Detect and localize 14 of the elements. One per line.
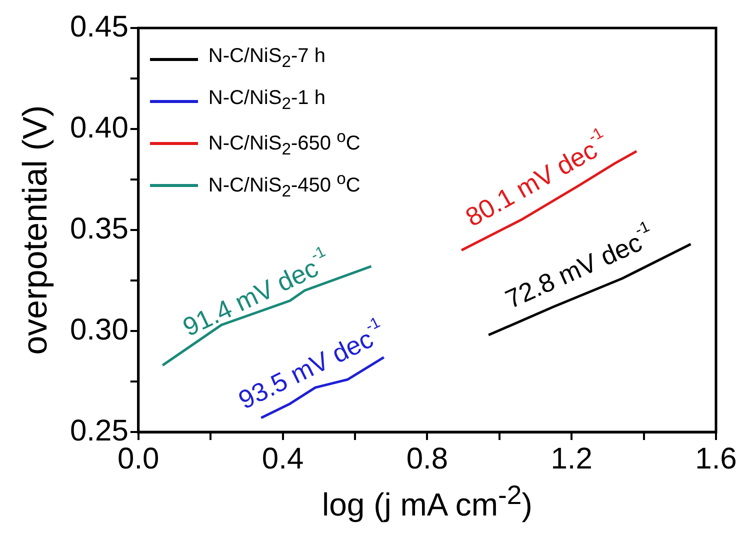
y-tick-label: 0.45 bbox=[70, 10, 128, 44]
legend-label: N-C/NiS$_{2}$-7 h bbox=[208, 44, 326, 73]
legend-label: N-C/NiS$_{2}$-1 h bbox=[208, 86, 326, 115]
x-axis-title: log (j mA cm$^{-2}$) bbox=[322, 479, 532, 524]
x-tick-label: 1.6 bbox=[695, 442, 737, 476]
y-tick-label: 0.30 bbox=[70, 313, 128, 346]
legend-label: N-C/NiS$_{2}$-650 $^{o}$C bbox=[208, 126, 360, 160]
y-tick-label: 0.35 bbox=[70, 212, 128, 246]
x-tick-label: 0.4 bbox=[262, 442, 304, 476]
y-axis-title: overpotential (V) bbox=[16, 105, 56, 355]
legend-label: N-C/NiS$_{2}$-450 $^{o}$C bbox=[208, 168, 360, 202]
x-tick-label: 1.2 bbox=[550, 442, 592, 476]
y-tick-label: 0.40 bbox=[70, 111, 128, 144]
x-tick-label: 0.8 bbox=[406, 442, 448, 476]
